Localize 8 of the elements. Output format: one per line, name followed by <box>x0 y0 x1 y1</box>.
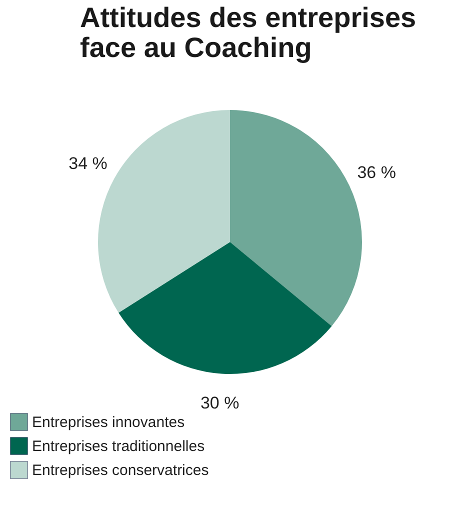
legend-label: Entreprises traditionnelles <box>32 438 205 455</box>
legend-label: Entreprises conservatrices <box>32 462 209 479</box>
legend-label: Entreprises innovantes <box>32 414 185 431</box>
chart-title: Attitudes des entreprises face au Coaching <box>80 2 416 63</box>
data-label: 30 % <box>200 394 240 413</box>
data-label: 34 % <box>68 154 108 173</box>
pie-slice <box>118 242 332 374</box>
data-label: 36 % <box>357 163 396 182</box>
